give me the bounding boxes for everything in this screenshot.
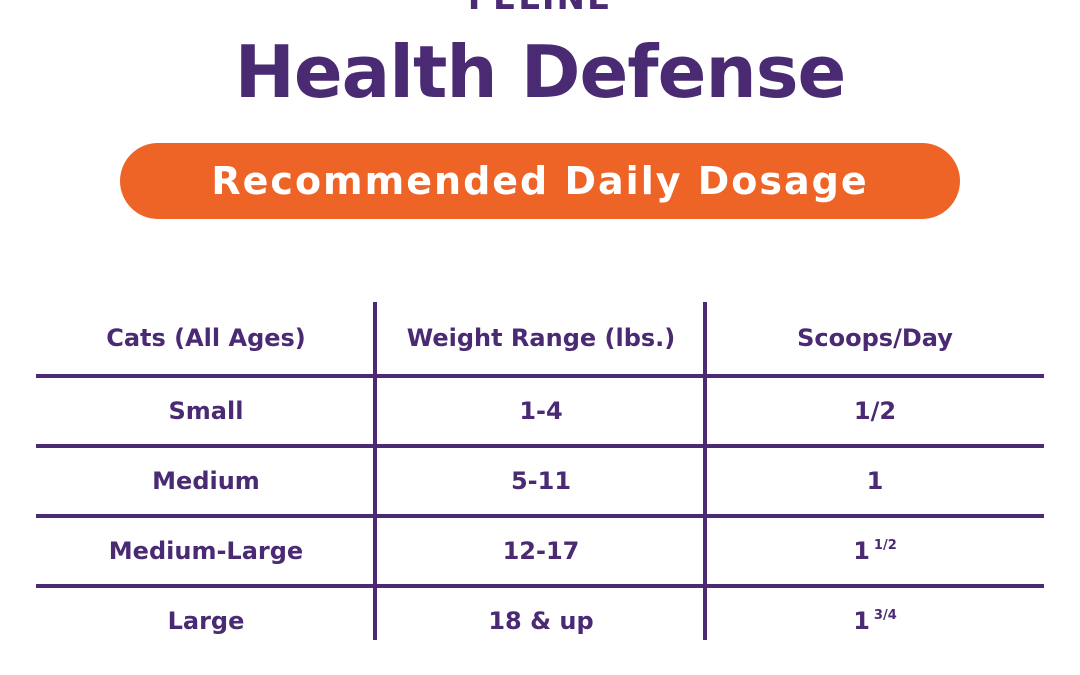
scoops-fraction: 1/2: [873, 538, 897, 553]
cell-scoops: 1 1/2: [706, 537, 1044, 565]
cell-size: Medium-Large: [108, 537, 304, 565]
dosage-banner-label: Recommended Daily Dosage: [211, 159, 869, 203]
cell-weight: 12-17: [502, 537, 580, 565]
table-row: Medium 5-11 1: [36, 448, 1044, 514]
table-row: Small 1-4 1/2: [36, 378, 1044, 444]
scoops-whole: 1: [853, 607, 870, 635]
cell-size: Small: [168, 397, 244, 425]
table-row: Medium-Large 12-17 1 1/2: [36, 518, 1044, 584]
column-header-cats: Cats (All Ages): [106, 324, 306, 352]
column-header-scoops: Scoops/Day: [797, 324, 953, 352]
page-title: Health Defense: [234, 30, 847, 114]
cell-size: Large: [167, 607, 245, 635]
row-divider: [36, 374, 1044, 378]
row-divider: [36, 514, 1044, 518]
cell-scoops: 1: [706, 467, 1044, 495]
scoops-whole: 1: [866, 467, 884, 495]
cell-weight: 5-11: [510, 467, 572, 495]
cell-weight: 18 & up: [488, 607, 594, 635]
cell-scoops: 1/2: [706, 397, 1044, 425]
cell-weight: 1-4: [519, 397, 563, 425]
column-divider: [373, 302, 377, 640]
scoops-whole: 1: [853, 537, 870, 565]
dosage-banner: Recommended Daily Dosage: [120, 143, 960, 219]
column-divider: [703, 302, 707, 640]
cell-size: Medium: [152, 467, 260, 495]
column-header-weight: Weight Range (lbs.): [406, 324, 676, 352]
row-divider: [36, 584, 1044, 588]
brand-eyebrow: FELINE: [0, 0, 1080, 18]
table-header-row: Cats (All Ages) Weight Range (lbs.) Scoo…: [36, 302, 1044, 374]
cell-scoops: 1 3/4: [706, 607, 1044, 635]
dosage-table: Cats (All Ages) Weight Range (lbs.) Scoo…: [36, 302, 1044, 654]
scoops-whole: 1/2: [853, 397, 897, 425]
row-divider: [36, 444, 1044, 448]
scoops-fraction: 3/4: [873, 608, 897, 623]
table-row: Large 18 & up 1 3/4: [36, 588, 1044, 654]
